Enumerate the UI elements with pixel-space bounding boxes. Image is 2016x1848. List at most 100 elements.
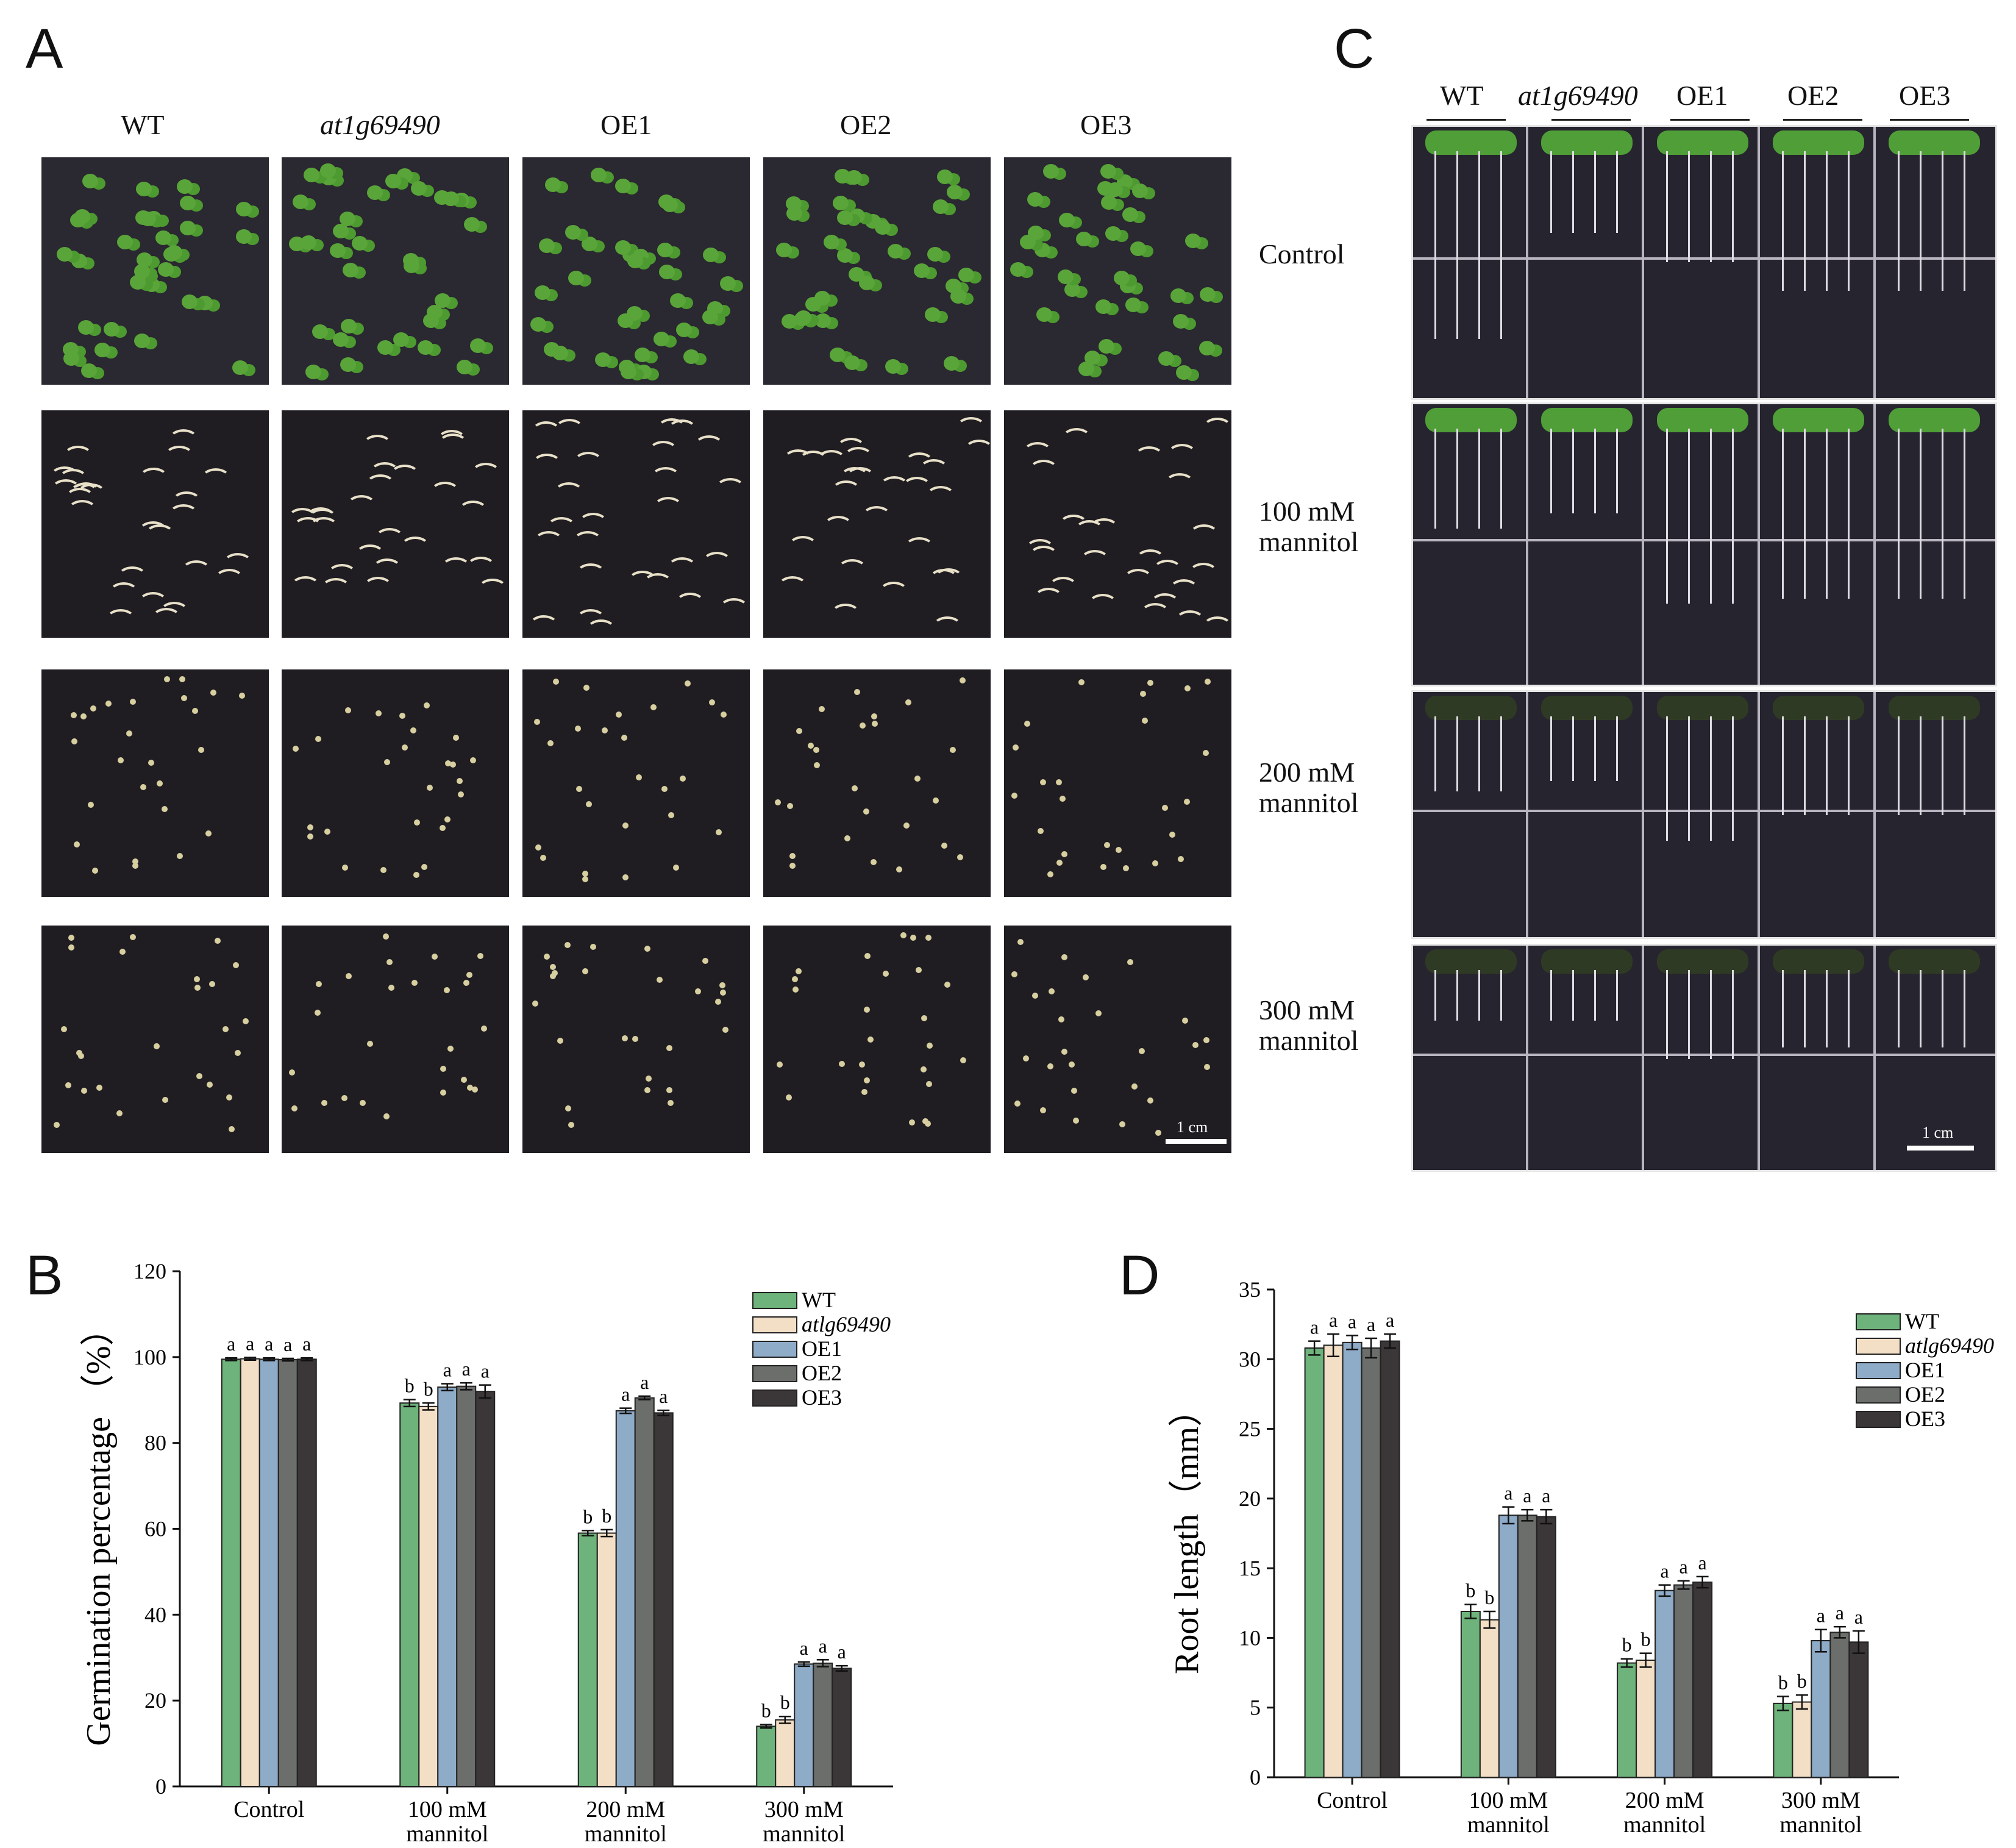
seed (307, 824, 313, 830)
root (1964, 970, 1965, 1047)
seedling (933, 199, 949, 215)
significance-letter: b (1622, 1634, 1632, 1656)
seed (205, 830, 212, 837)
c-genotype-oe1: OE1 (1676, 80, 1728, 111)
seed (883, 970, 889, 977)
seed (1031, 992, 1038, 999)
y-tick-label: 100 (134, 1345, 166, 1369)
c-genotype-oe2: OE2 (1787, 80, 1839, 111)
seed (87, 801, 94, 808)
bar (240, 1358, 260, 1787)
seed (305, 507, 335, 528)
significance-letter: a (1698, 1552, 1707, 1574)
plate-grid-line (1413, 539, 1995, 541)
seed (375, 710, 382, 717)
seed (106, 608, 136, 630)
seed (904, 452, 934, 473)
seed (1192, 1042, 1199, 1049)
seedling (635, 347, 651, 362)
seedling (180, 220, 196, 235)
seed (1188, 563, 1218, 583)
seed (863, 808, 869, 815)
seedling-leaves (1657, 408, 1748, 432)
plate-grid-line (1413, 1054, 1995, 1056)
seed (932, 616, 962, 637)
seed (675, 593, 705, 613)
root (1550, 429, 1552, 513)
root (1616, 429, 1618, 513)
seedling (703, 248, 719, 263)
seed (956, 416, 986, 438)
seedling (63, 351, 79, 366)
x-tick-label: 100 mM (408, 1797, 487, 1822)
seed (291, 1105, 298, 1111)
legend-label: OE1 (802, 1336, 842, 1361)
seedling (1036, 307, 1052, 323)
seedling (377, 340, 394, 355)
seedling-leaves (1541, 408, 1633, 432)
seed (162, 805, 168, 812)
seed (383, 1113, 390, 1120)
seed (148, 759, 154, 766)
y-tick-label: 80 (144, 1431, 166, 1455)
seedling (590, 168, 607, 183)
seed (1012, 744, 1019, 751)
seedling (340, 357, 357, 373)
seed (557, 1038, 563, 1044)
seed (1058, 1016, 1065, 1023)
seedling-photo (1004, 669, 1231, 897)
seedling (887, 243, 903, 259)
seedling-photo (41, 410, 269, 638)
seed (383, 758, 390, 765)
x-tick-label: mannitol (406, 1821, 488, 1847)
root-plate (1411, 125, 1997, 400)
seed (777, 576, 807, 597)
seed (582, 968, 589, 975)
seed (1161, 804, 1168, 811)
seed (440, 825, 446, 832)
seed (1033, 588, 1063, 608)
plate-grid-line (1642, 127, 1644, 398)
seedling (457, 360, 473, 375)
root (1732, 970, 1734, 1059)
seed (574, 726, 581, 732)
seed (1119, 1121, 1125, 1127)
seedling (615, 179, 632, 194)
seedling (305, 364, 321, 379)
seed (1134, 446, 1164, 467)
row-label-100mm: 100 mM (1259, 496, 1355, 527)
root (1964, 716, 1965, 815)
seed (151, 608, 181, 629)
seed (586, 619, 616, 638)
seedling (1027, 225, 1044, 240)
seed (602, 727, 608, 734)
seedling (116, 234, 133, 249)
x-tick-label: 200 mM (586, 1797, 665, 1822)
c-genotype-oe3: OE3 (1899, 80, 1951, 111)
root (1732, 716, 1734, 841)
root (1804, 429, 1806, 599)
c-underline-mutant (1551, 119, 1631, 121)
seedling (581, 236, 597, 251)
significance-letter: a (1817, 1605, 1825, 1627)
y-axis-label: Root length（mm） (1168, 1393, 1206, 1674)
seed (632, 1036, 639, 1043)
seed (926, 485, 956, 507)
seed (76, 1049, 83, 1056)
plate-grid-line (1413, 257, 1995, 260)
seed (163, 676, 170, 683)
x-tick-label: mannitol (763, 1821, 845, 1847)
seedling (654, 332, 670, 347)
seed (789, 862, 796, 869)
y-tick-label: 15 (1239, 1556, 1261, 1580)
y-tick-label: 20 (144, 1688, 166, 1713)
bar (1460, 1611, 1481, 1778)
bar (1304, 1347, 1325, 1778)
c-genotype-mutant: at1g69490 (1518, 80, 1638, 111)
legend-swatch (1856, 1362, 1901, 1379)
root (1500, 716, 1502, 791)
seedling (443, 191, 460, 206)
bar (437, 1386, 458, 1787)
seed (345, 707, 352, 713)
seed (226, 1094, 232, 1101)
